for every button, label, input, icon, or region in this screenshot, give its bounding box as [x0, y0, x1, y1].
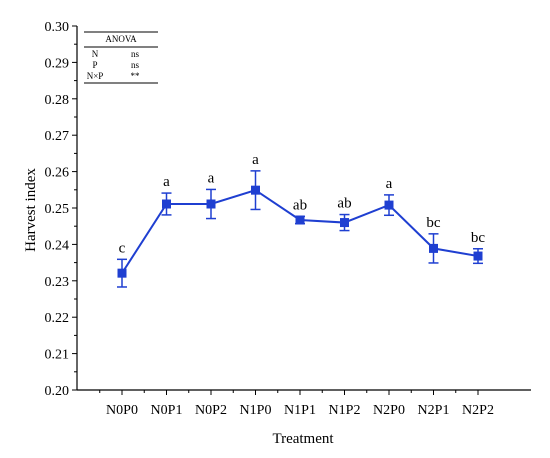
anova-factor-nxp: N×P: [87, 71, 104, 81]
x-tick-label: N1P0: [240, 403, 272, 418]
x-axis-label: Treatment: [272, 431, 334, 447]
significance-label: bc: [426, 215, 441, 231]
x-tick-label: N0P2: [195, 403, 227, 418]
significance-label: a: [252, 152, 259, 168]
data-point: [429, 243, 438, 253]
x-tick-label: N0P0: [106, 403, 138, 418]
data-point: [162, 199, 171, 209]
y-axis-label: Harvest index: [23, 168, 39, 252]
significance-label: a: [163, 174, 170, 190]
significance-label: ab: [293, 197, 307, 213]
significance-label: bc: [471, 230, 486, 246]
x-tick-label: N1P2: [329, 403, 361, 418]
anova-factor-p: P: [92, 60, 97, 70]
data-point: [384, 200, 394, 210]
y-tick-label: 0.27: [45, 129, 70, 144]
y-tick-label: 0.23: [45, 275, 70, 290]
data-point: [117, 268, 127, 278]
data-point: [473, 251, 483, 261]
anova-table: ANOVA N ns P ns N×P **: [84, 31, 158, 84]
y-tick-label: 0.26: [45, 166, 70, 181]
significance-label: ab: [337, 196, 351, 212]
x-tick-label: N0P1: [151, 403, 183, 418]
y-tick-label: 0.22: [45, 311, 70, 326]
series-layer: [117, 170, 483, 288]
anova-factor-n: N: [92, 49, 99, 59]
significance-label: c: [119, 240, 126, 256]
x-tick-label: N2P2: [462, 403, 494, 418]
anova-value-p: ns: [131, 60, 140, 70]
x-tick-label: N2P1: [418, 403, 450, 418]
data-point: [340, 218, 349, 228]
significance-label: a: [386, 176, 393, 192]
y-tick-label: 0.25: [45, 202, 70, 217]
data-point: [251, 185, 260, 195]
y-tick-label: 0.24: [45, 238, 70, 253]
data-point: [295, 215, 305, 225]
labels-layer: c a a a ab ab a bc bc: [119, 152, 486, 256]
y-tick-label: 0.20: [45, 384, 70, 399]
anova-value-nxp: **: [131, 71, 141, 81]
x-tick-label: N2P0: [373, 403, 405, 418]
anova-title: ANOVA: [105, 34, 137, 44]
anova-value-n: ns: [131, 49, 140, 59]
significance-label: a: [208, 170, 215, 186]
x-tick-label: N1P1: [284, 403, 316, 418]
axes-layer: [76, 26, 531, 391]
y-tick-label: 0.29: [45, 56, 70, 71]
y-tick-label: 0.30: [45, 20, 70, 35]
data-point: [206, 199, 216, 209]
y-tick-label: 0.21: [45, 348, 70, 363]
y-tick-label: 0.28: [45, 93, 70, 108]
axis-ticks-layer: 0.20 0.21 0.22 0.23 0.24 0.25 0.26 0.27 0.28 0.29…: [45, 20, 494, 418]
